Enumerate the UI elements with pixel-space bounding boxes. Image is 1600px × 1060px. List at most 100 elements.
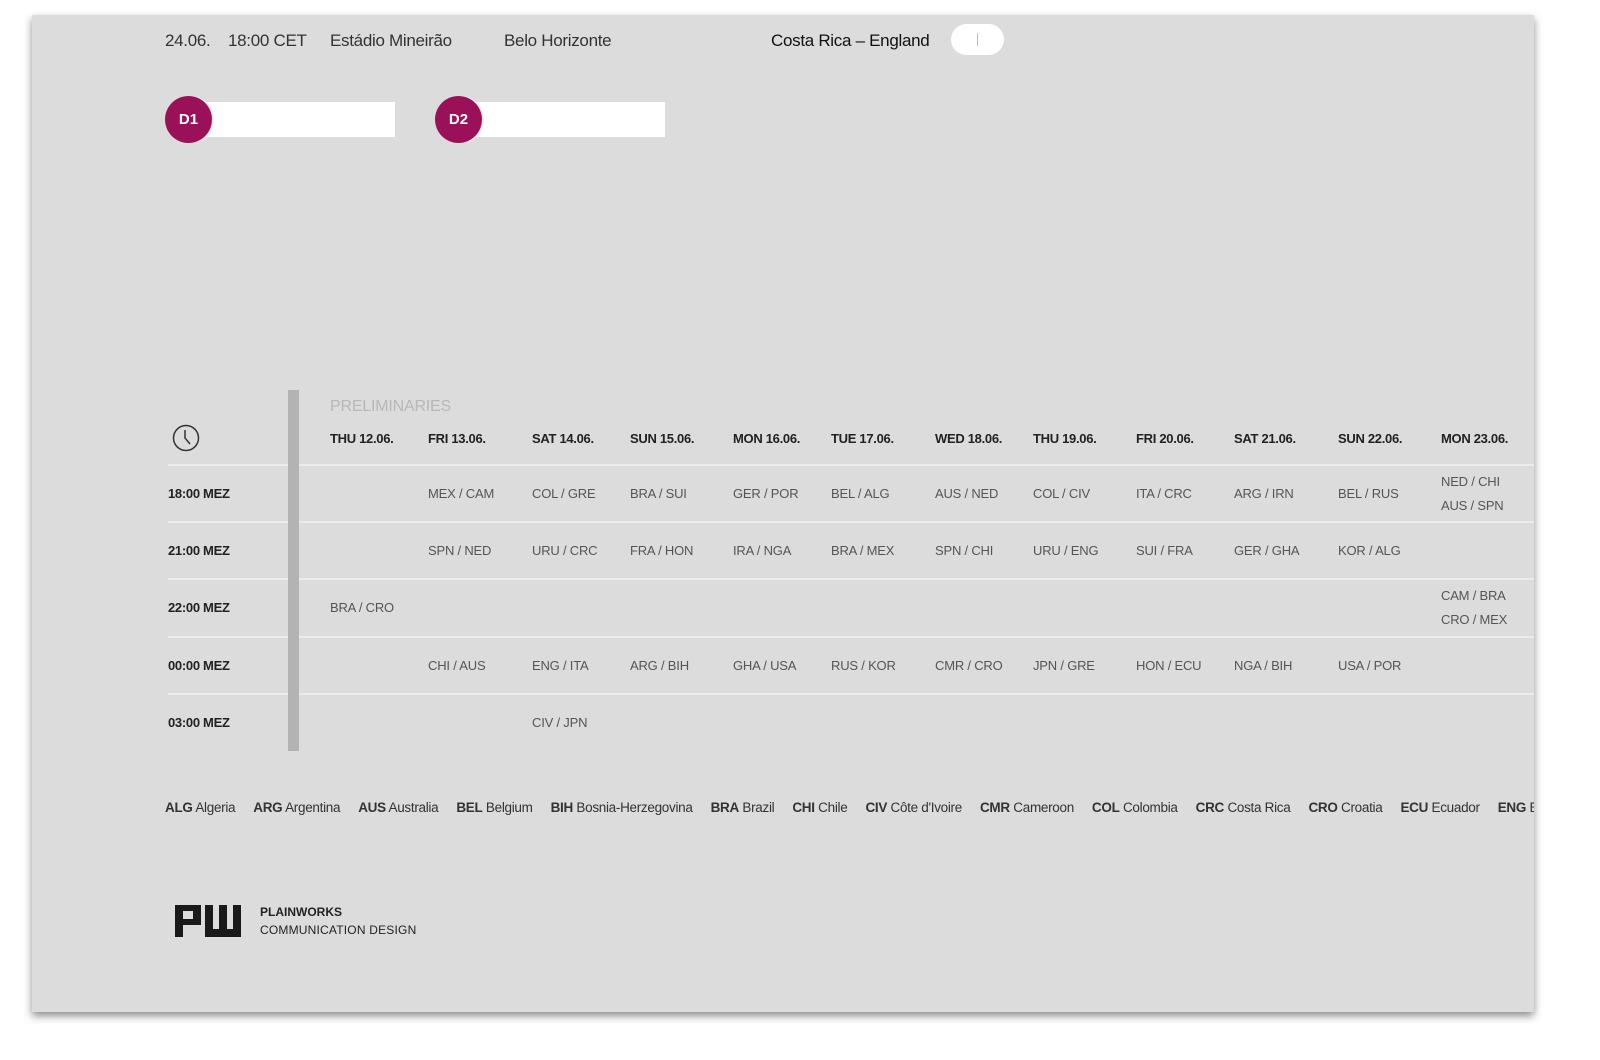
match-cell[interactable]: NED / CHI bbox=[1441, 474, 1500, 489]
match-cell[interactable]: CAM / BRA bbox=[1441, 588, 1506, 603]
row-divider bbox=[299, 693, 1534, 695]
team-name: Côte d'Ivoire bbox=[890, 800, 963, 815]
legend-item: BEL Belgium bbox=[456, 800, 533, 815]
team-name: Costa Rica bbox=[1227, 800, 1291, 815]
match-date: 24.06. bbox=[165, 31, 211, 50]
team-code: CMR bbox=[979, 800, 1010, 815]
team-name: Bosnia-Herzegovina bbox=[576, 800, 693, 815]
city: Belo Horizonte bbox=[504, 31, 612, 50]
match-time: 18:00 CET bbox=[228, 31, 307, 50]
match-cell[interactable]: SPN / CHI bbox=[935, 543, 994, 558]
schedule-divider bbox=[288, 390, 299, 751]
row-divider bbox=[299, 521, 1534, 523]
day-header: TUE 17.06. bbox=[831, 431, 894, 446]
match-cell[interactable]: JPN / GRE bbox=[1033, 658, 1095, 673]
match-cell[interactable]: COL / GRE bbox=[532, 486, 596, 501]
match-cell[interactable]: BRA / SUI bbox=[630, 486, 687, 501]
team-code: ENG bbox=[1497, 800, 1527, 815]
match-cell[interactable]: HON / ECU bbox=[1136, 658, 1202, 673]
match-cell[interactable]: AUS / NED bbox=[935, 486, 999, 501]
team-code: CHI bbox=[792, 800, 815, 815]
time-slot: 00:00 MEZ bbox=[168, 658, 230, 673]
d2-input[interactable] bbox=[465, 102, 665, 137]
team-name: Croatia bbox=[1341, 800, 1383, 815]
legend-item: CHI Chile bbox=[792, 800, 847, 815]
match-cell[interactable]: MEX / CAM bbox=[428, 486, 495, 501]
team-code: AUS bbox=[358, 800, 386, 815]
brand-tagline: COMMUNICATION DESIGN bbox=[260, 923, 417, 937]
match-cell[interactable]: ARG / BIH bbox=[630, 658, 689, 673]
match-cell[interactable]: USA / POR bbox=[1338, 658, 1402, 673]
toggle-knob bbox=[977, 33, 978, 46]
row-divider bbox=[299, 578, 1534, 580]
match-cell[interactable]: CRO / MEX bbox=[1441, 612, 1508, 627]
team-code: CIV bbox=[865, 800, 888, 815]
row-divider bbox=[168, 464, 288, 466]
legend-item: ENG Engla bbox=[1498, 800, 1534, 815]
match-cell[interactable]: BRA / MEX bbox=[831, 543, 895, 558]
time-slot: 21:00 MEZ bbox=[168, 543, 230, 558]
d1-input[interactable] bbox=[195, 102, 395, 137]
time-slot: 03:00 MEZ bbox=[168, 715, 230, 730]
legend-item: COL Colombia bbox=[1092, 800, 1178, 815]
team-name: Chile bbox=[818, 800, 848, 815]
row-divider bbox=[299, 636, 1534, 638]
match-cell[interactable]: CIV / JPN bbox=[532, 715, 588, 730]
day-header: SAT 14.06. bbox=[532, 431, 594, 446]
match-cell[interactable]: SPN / NED bbox=[428, 543, 492, 558]
day-header: FRI 20.06. bbox=[1136, 431, 1194, 446]
match-cell[interactable]: SUI / FRA bbox=[1136, 543, 1193, 558]
team-name: Brazil bbox=[742, 800, 775, 815]
match-cell[interactable]: CMR / CRO bbox=[935, 658, 1003, 673]
toggle-switch[interactable] bbox=[951, 24, 1004, 55]
match-cell[interactable]: KOR / ALG bbox=[1338, 543, 1401, 558]
day-header: SAT 21.06. bbox=[1234, 431, 1296, 446]
team-name: Belgium bbox=[485, 800, 533, 815]
match-cell[interactable]: URU / CRC bbox=[532, 543, 598, 558]
match-cell[interactable]: COL / CIV bbox=[1033, 486, 1090, 501]
legend-item: BIH Bosnia-Herzegovina bbox=[551, 800, 693, 815]
match-cell[interactable]: AUS / SPN bbox=[1441, 498, 1504, 513]
match-cell[interactable]: BEL / ALG bbox=[831, 486, 890, 501]
legend-item: ECU Ecuador bbox=[1400, 800, 1480, 815]
match-cell[interactable]: BRA / CRO bbox=[330, 600, 394, 615]
team-name: Colombia bbox=[1122, 800, 1178, 815]
match-title: Costa Rica – England bbox=[771, 31, 930, 50]
legend-item: CRC Costa Rica bbox=[1196, 800, 1291, 815]
match-cell[interactable]: RUS / KOR bbox=[831, 658, 896, 673]
match-cell[interactable]: ENG / ITA bbox=[532, 658, 589, 673]
match-cell[interactable]: GER / GHA bbox=[1234, 543, 1300, 558]
row-divider bbox=[299, 464, 1534, 466]
match-cell[interactable]: FRA / HON bbox=[630, 543, 694, 558]
team-code: ALG bbox=[165, 800, 193, 815]
match-cell[interactable]: IRA / NGA bbox=[733, 543, 792, 558]
legend-item: CRO Croatia bbox=[1308, 800, 1382, 815]
clock-icon bbox=[172, 424, 200, 452]
team-name: Cameroon bbox=[1013, 800, 1074, 815]
team-code: BIH bbox=[550, 800, 574, 815]
day-header: WED 18.06. bbox=[935, 431, 1003, 446]
day-header: THU 12.06. bbox=[330, 431, 394, 446]
team-name: Engla bbox=[1530, 800, 1534, 815]
legend-item: CIV Côte d'Ivoire bbox=[865, 800, 962, 815]
match-cell[interactable]: CHI / AUS bbox=[428, 658, 486, 673]
app-panel: 24.06. 18:00 CET Estádio Mineirão Belo H… bbox=[32, 15, 1534, 1012]
team-name: Argentina bbox=[285, 800, 341, 815]
row-divider bbox=[168, 636, 288, 638]
team-name: Ecuador bbox=[1431, 800, 1480, 815]
team-code: CRC bbox=[1195, 800, 1225, 815]
match-cell[interactable]: ARG / IRN bbox=[1234, 486, 1294, 501]
match-cell[interactable]: URU / ENG bbox=[1033, 543, 1099, 558]
match-cell[interactable]: NGA / BIH bbox=[1234, 658, 1293, 673]
day-header: FRI 13.06. bbox=[428, 431, 486, 446]
match-cell[interactable]: BEL / RUS bbox=[1338, 486, 1399, 501]
match-cell[interactable]: GHA / USA bbox=[733, 658, 797, 673]
match-cell[interactable]: GER / POR bbox=[733, 486, 799, 501]
time-slot: 18:00 MEZ bbox=[168, 486, 230, 501]
team-code: BEL bbox=[456, 800, 483, 815]
section-label: PRELIMINARIES bbox=[330, 398, 451, 415]
day-header: MON 16.06. bbox=[733, 431, 801, 446]
legend-item: ARG Argentina bbox=[253, 800, 340, 815]
match-cell[interactable]: ITA / CRC bbox=[1136, 486, 1192, 501]
team-code: CRO bbox=[1308, 800, 1338, 815]
